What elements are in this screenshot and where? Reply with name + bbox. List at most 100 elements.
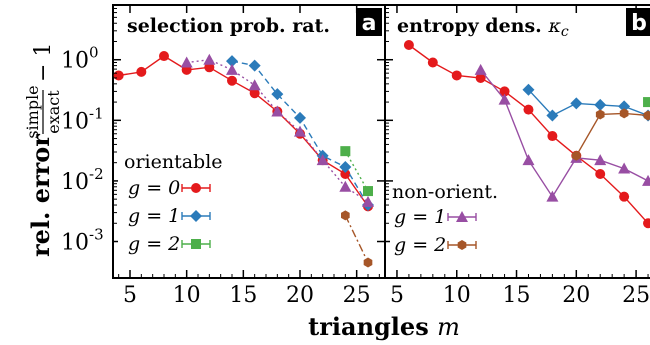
legend-no-g1-mark-marker — [456, 211, 468, 222]
panel-a-series-g-0-point — [159, 51, 169, 62]
panel-a-series-g-1-non-orient-line — [186, 58, 369, 203]
panel-a-series-g-0-point — [340, 169, 351, 180]
panel-a-series-g-1-non-orient-point — [248, 79, 261, 91]
panel-b-series-g-0-point — [523, 104, 534, 115]
panel-b-series-g-1-line — [527, 89, 649, 117]
legend-nonorient-marks — [447, 211, 477, 250]
panel-b-series-g-1-point — [618, 100, 631, 113]
panel-b-series-g-0-point — [475, 72, 486, 83]
panel-b-series-g-0-point — [595, 169, 606, 180]
panel-a-x-tick-label: 10 — [173, 283, 201, 308]
panel-a-x-tick-label: 5 — [123, 283, 137, 308]
legend-g1-mark-marker — [190, 210, 202, 222]
panel-a-y-tick-label: 100 — [61, 44, 99, 74]
panel-a-y-tick-label: 10-2 — [61, 165, 104, 195]
y-axis-label-numerator: simple — [23, 85, 42, 138]
y-axis-label-denominator: exact — [44, 90, 63, 134]
panel-b-series-g-2-point — [643, 97, 650, 108]
panel-a-series-g-0-point — [204, 62, 215, 73]
panel-b-x-tick-label: 20 — [562, 283, 590, 308]
panel-a-series-g-0-point — [113, 70, 124, 81]
panel-b-series-g-1-non-orient-point — [594, 154, 607, 166]
panel-a-series-g-1-non-orient-point — [226, 63, 238, 75]
legend-g1-label: g = 1 — [128, 205, 180, 227]
panel-a-series-g-1-point — [226, 55, 238, 68]
panel-b-series-g-0-point — [499, 86, 510, 97]
panel-a-title: selection prob. rat. — [127, 15, 330, 37]
panel-a-x-tick-label: 25 — [343, 283, 371, 308]
panel-b-frame — [384, 4, 650, 279]
legend-orientable-bg — [118, 150, 218, 258]
legend-g0-label: g = 0 — [128, 177, 180, 199]
panel-b-series-g-1-non-orient-point — [474, 63, 487, 75]
panel-b-series-g-0-point — [643, 218, 650, 229]
panel-a-series-g-0-point — [227, 75, 237, 86]
x-axis-label: triangles m — [308, 312, 460, 341]
panel-a-series-g-0-point — [136, 66, 147, 77]
legend-g2-mark-marker — [191, 239, 201, 249]
panel-b-badge-bg — [626, 8, 650, 36]
panel-b-x-tick-label: 10 — [443, 283, 471, 308]
panel-b-series-g-1-non-orient-point — [618, 162, 631, 174]
panel-a-series-g-1-non-orient-point — [316, 154, 329, 166]
legend-orientable: orientable g = 0 g = 1 g = 2 — [118, 150, 223, 258]
panel-b-badge: b — [631, 11, 647, 36]
panel-a-series-g-2 — [340, 146, 373, 197]
panel-a-series-g-1-point — [294, 111, 306, 124]
legend-orientable-title: orientable — [124, 151, 223, 173]
panel-b-series-g-1-point — [570, 97, 583, 110]
panel-b-series-g-1 — [522, 83, 650, 122]
panel-a-series-g-1-non-orient-point — [203, 53, 216, 65]
panel-b-series-g-0-point — [619, 191, 630, 202]
panel-b-series-g-1-non-orient-point — [498, 93, 511, 105]
panel-b-series-g-0-point — [547, 131, 558, 142]
panel-a-series-g-1-non-orient — [180, 53, 374, 207]
panel-a-badge: a — [362, 11, 377, 36]
axis-ticks: 5 10 15 20 25 100 10-1 10-2 10-3 5 10 15 20 25 — [61, 4, 650, 308]
legend-no-g1-label: g = 1 — [394, 206, 446, 228]
panel-b-series-g-1-point — [546, 109, 559, 122]
panel-a-y-tick-label: 10-3 — [61, 226, 104, 256]
panel-b-series-g-2-non-orient-point — [571, 150, 581, 161]
panel-b-series-g-1-non-orient-point — [642, 174, 650, 186]
panel-a-badge-bg — [356, 8, 382, 36]
panel-b-series-g-2-non-orient-point — [643, 110, 650, 121]
y-axis-label-suffix: − 1 — [31, 43, 56, 82]
panel-b-series-g-2 — [643, 97, 650, 108]
panel-b-series-g-0-point — [403, 39, 414, 50]
legend-no-g2-label: g = 2 — [394, 234, 446, 256]
panel-b-series-g-0-point — [427, 57, 438, 68]
panel-a-series-g-1-non-orient-point — [180, 56, 193, 68]
panel-b-series-g-2-non-orient — [571, 108, 650, 161]
panel-a-x-tick-label: 15 — [229, 283, 257, 308]
panel-a-series-g-2-non-orient — [341, 210, 373, 268]
panel-a-series-g-2-non-orient-point — [341, 210, 350, 221]
panel-a-series-g-1-point — [248, 59, 261, 72]
panel-a-series-g-2-point — [363, 186, 373, 197]
legend-orientable-marks — [181, 183, 211, 249]
panel-a-series-g-2-non-orient-line — [344, 215, 369, 263]
legend-g2-label: g = 2 — [128, 233, 180, 255]
panel-b-series-g-1-point — [522, 83, 535, 96]
panel-a-series-g-1-non-orient-point — [294, 125, 306, 137]
panel-a-plot — [113, 51, 374, 268]
panel-a-y-tick-label: 10-1 — [61, 104, 104, 134]
panel-a-x-tick-label: 20 — [286, 283, 314, 308]
panel-b-series-g-2-non-orient-line — [575, 112, 649, 157]
legend-nonorient: non-orient. g = 1 g = 2 — [390, 181, 498, 263]
legend-nonorient-title: non-orient. — [392, 181, 498, 203]
panel-b-x-tick-label: 15 — [503, 283, 531, 308]
panel-a-series-g-1-non-orient-point — [271, 105, 284, 117]
legend-nonorient-bg — [390, 183, 490, 263]
y-axis-label-word: rel. error — [26, 134, 55, 257]
panel-a-series-group — [113, 51, 374, 268]
panel-b-series-g-1-non-orient-line — [480, 69, 649, 199]
panel-a-series-g-0-point — [249, 88, 260, 99]
panel-b-x-tick-label: 5 — [390, 283, 404, 308]
panel-b-series-group — [403, 39, 650, 229]
panel-a-series-g-1 — [226, 55, 374, 212]
panel-b-series-g-0-point — [451, 70, 462, 81]
legend-no-g2-mark-marker — [457, 240, 467, 250]
panel-b-series-g-1-non-orient-point — [522, 154, 535, 166]
